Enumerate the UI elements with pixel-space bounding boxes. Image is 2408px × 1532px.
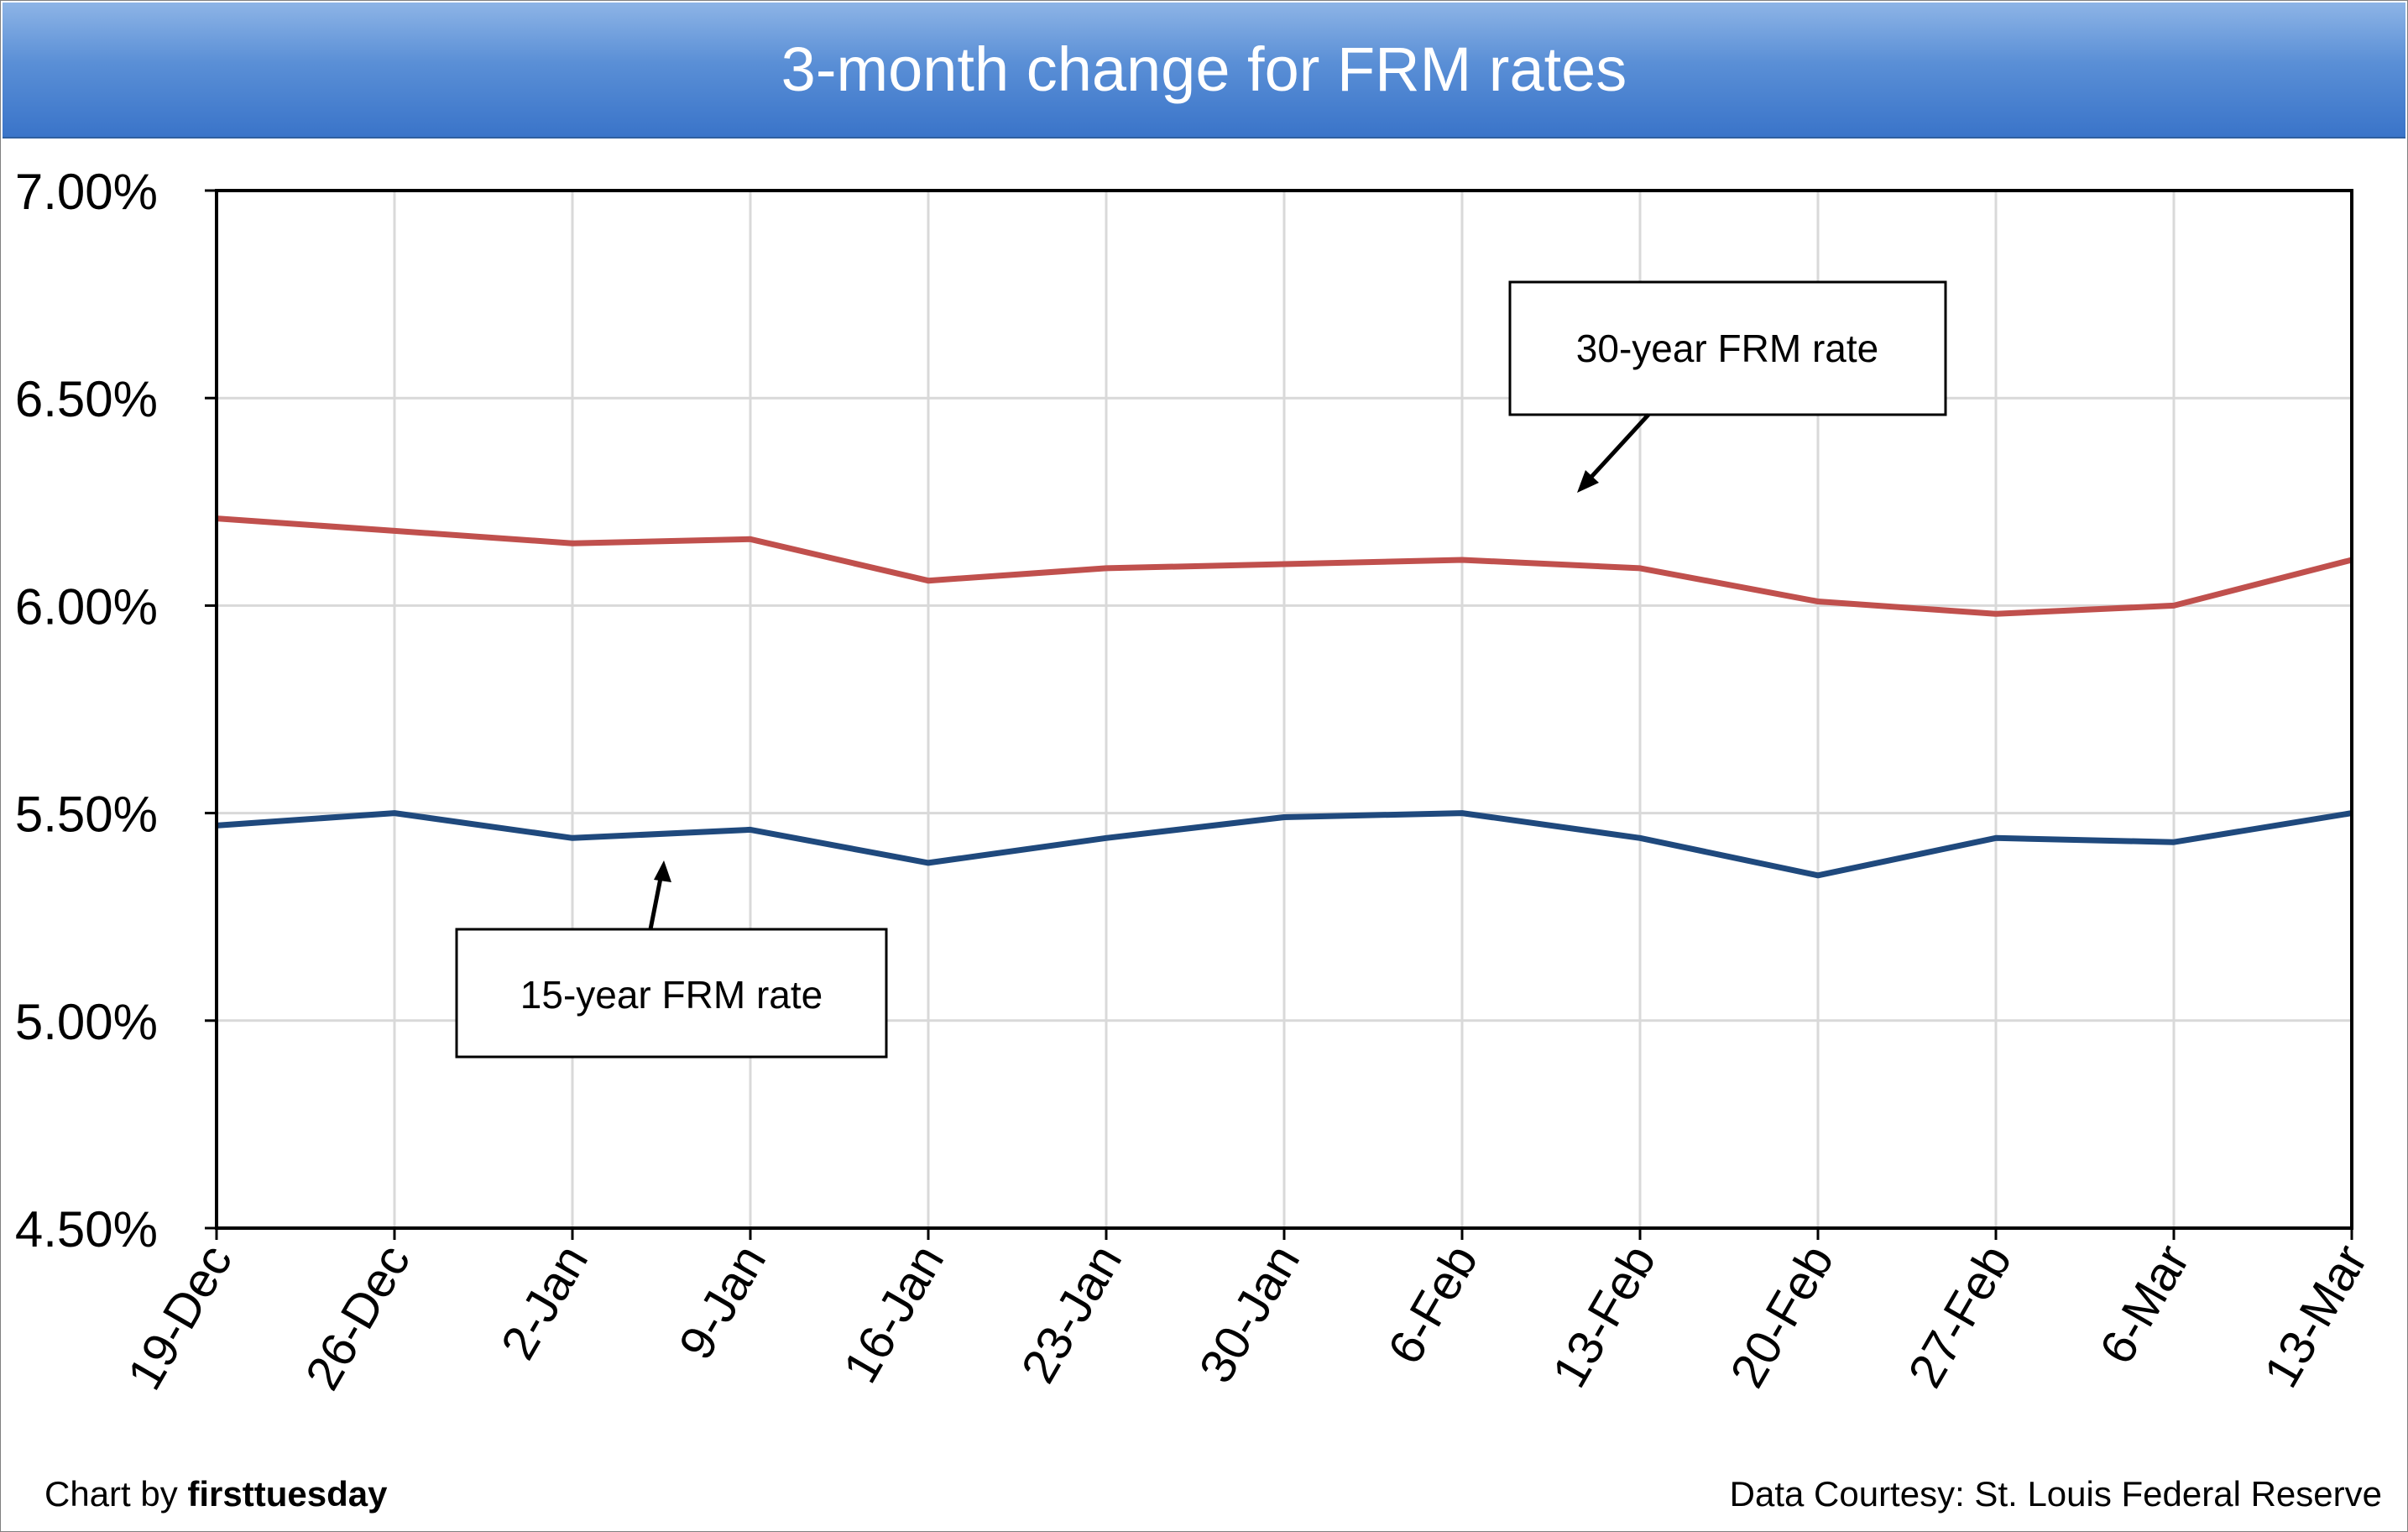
x-tick-label: 6-Mar (2089, 1236, 2200, 1373)
x-tick-label: 19-Dec (117, 1236, 243, 1399)
y-tick-label: 7.00% (15, 164, 158, 220)
y-tick-label: 4.50% (15, 1201, 158, 1257)
data-point (1461, 559, 1463, 562)
data-point (750, 538, 751, 541)
x-tick-label: 9-Jan (668, 1236, 776, 1368)
x-tick-label: 27-Feb (1898, 1236, 2022, 1397)
x-tick-label: 20-Feb (1720, 1236, 1844, 1397)
credit-prefix: Chart by (44, 1474, 188, 1514)
gridlines (215, 189, 2353, 1230)
x-axis-ticks: 19-Dec 26-Dec 2-Jan 9-Jan 16-Jan 23-Jan 30-Jan… (117, 1228, 2378, 1399)
data-point (2173, 841, 2175, 844)
x-tick-label: 23-Jan (1011, 1236, 1132, 1392)
data-point (1105, 837, 1107, 839)
callout-30-year: 30-year FRM rate (1508, 280, 1947, 493)
x-tick-label: 16-Jan (833, 1236, 954, 1392)
data-point (394, 812, 395, 814)
chart-credit: Chart by firsttuesday (44, 1474, 387, 1514)
data-point (1995, 613, 1997, 615)
credit-brand: firsttuesday (187, 1474, 388, 1514)
y-tick-label: 5.50% (15, 787, 158, 843)
title-bar: 3-month change for FRM rates (3, 3, 2405, 139)
x-tick-label: 30-Jan (1188, 1236, 1310, 1392)
callout-30-year-label: 30-year FRM rate (1576, 327, 1878, 370)
series-lines (216, 515, 2353, 879)
data-point (927, 861, 929, 864)
y-tick-label: 6.00% (15, 578, 158, 635)
callout-15-year-box (455, 928, 888, 1059)
x-tick-label: 13-Mar (2254, 1236, 2378, 1397)
y-tick-label: 6.50% (15, 371, 158, 427)
data-point (572, 542, 573, 545)
data-point (750, 829, 751, 831)
callout-30-year-box (1508, 280, 1947, 416)
data-point (1639, 567, 1641, 569)
x-tick-label: 26-Dec (295, 1236, 420, 1399)
data-point (1283, 816, 1285, 818)
data-point (1995, 837, 1997, 839)
data-point (1105, 567, 1107, 569)
x-tick-label: 6-Feb (1377, 1236, 1488, 1373)
data-point (1817, 874, 1819, 876)
data-point (2173, 604, 2175, 607)
data-source: Data Courtesy: St. Louis Federal Reserve (1729, 1474, 2382, 1514)
data-point (1817, 600, 1819, 603)
y-tick-label: 5.00% (15, 994, 158, 1050)
x-tick-label: 2-Jan (490, 1236, 598, 1368)
callout-30-year-arrowhead (1577, 470, 1599, 493)
data-point (927, 579, 929, 582)
callout-15-year-label: 15-year FRM rate (520, 973, 823, 1017)
y-axis-ticks: 7.00% 6.50% 6.00% 5.50% 5.00% 4.50% (15, 164, 217, 1257)
data-point (1283, 562, 1285, 565)
callout-15-year: 15-year FRM rate (455, 860, 888, 1059)
data-point (394, 530, 395, 532)
callout-30-year-arrow (1581, 413, 1650, 488)
data-point (1639, 837, 1641, 839)
data-point (1461, 812, 1463, 814)
x-tick-label: 13-Feb (1542, 1236, 1666, 1397)
chart-title: 3-month change for FRM rates (781, 34, 1627, 104)
data-point (572, 837, 573, 839)
callout-15-year-arrowhead (654, 860, 671, 882)
